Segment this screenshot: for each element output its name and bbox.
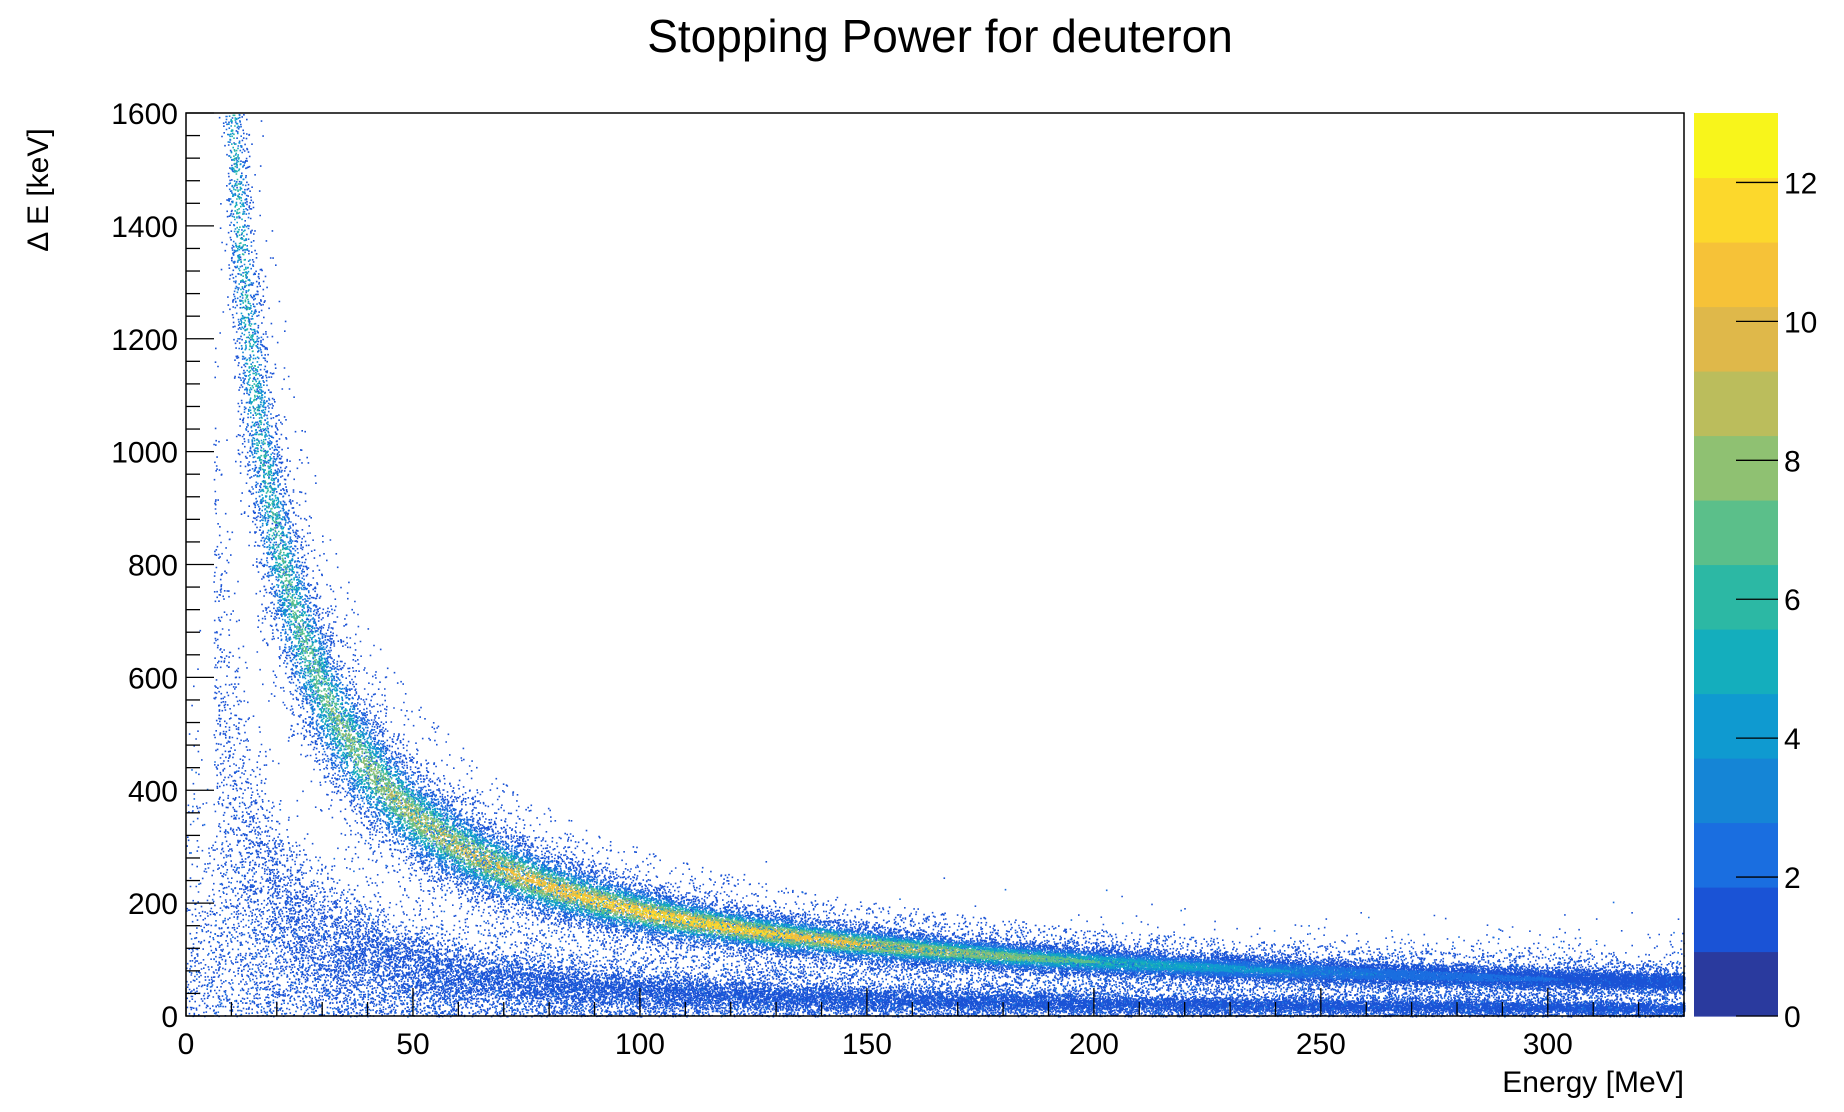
colorbar-tick-label: 4	[1784, 723, 1801, 756]
color-scale-step	[1694, 758, 1778, 824]
heatmap-cells	[230, 117, 1221, 970]
x-axis: 0 50 100 150 200 250 300	[178, 988, 1685, 1061]
y-tick-label: 1200	[111, 324, 178, 357]
color-scale-step	[1694, 887, 1778, 953]
color-scale-step	[1694, 242, 1778, 308]
y-tick-label: 400	[128, 775, 178, 808]
heatmap-cells	[187, 115, 1686, 1018]
color-scale-step	[1694, 822, 1778, 888]
colorbar-tick-label: 12	[1784, 167, 1817, 200]
color-scale-step	[1694, 564, 1778, 630]
y-tick-label: 0	[161, 1001, 178, 1034]
chart-title: Stopping Power for deuteron	[647, 10, 1233, 62]
color-scale-bar: 0 2 4 6 8 10 12	[1694, 113, 1817, 1034]
color-scale-step	[1694, 435, 1778, 501]
color-scale-step	[1694, 500, 1778, 566]
color-scale-step	[1694, 371, 1778, 437]
color-scale-step	[1694, 693, 1778, 759]
y-tick-label: 1600	[111, 98, 178, 131]
colorbar-tick-label: 0	[1784, 1001, 1801, 1034]
x-tick-label: 250	[1296, 1028, 1346, 1061]
x-tick-label: 150	[842, 1028, 892, 1061]
x-tick-label: 0	[178, 1028, 195, 1061]
x-tick-label: 300	[1523, 1028, 1573, 1061]
y-tick-label: 800	[128, 550, 178, 583]
colorbar-tick-label: 8	[1784, 445, 1801, 478]
x-tick-label: 200	[1069, 1028, 1119, 1061]
color-scale-step	[1694, 951, 1778, 1017]
colorbar-tick-label: 2	[1784, 862, 1801, 895]
y-axis: 0 200 400 600 800 1000 1200 1400 1600	[111, 98, 214, 1034]
heatmap-cells	[227, 114, 1389, 977]
x-tick-label: 100	[615, 1028, 665, 1061]
y-axis-label: Δ E [keV]	[22, 128, 55, 251]
heatmap-cells	[228, 120, 1294, 973]
x-axis-label: Energy [MeV]	[1502, 1066, 1684, 1099]
colorbar-tick-label: 6	[1784, 584, 1801, 617]
y-tick-label: 1400	[111, 211, 178, 244]
color-scale-step	[1694, 113, 1778, 179]
y-tick-label: 1000	[111, 437, 178, 470]
heatmap-points	[186, 114, 1686, 1018]
heatmap-cells	[186, 114, 1686, 1018]
x-tick-label: 50	[396, 1028, 429, 1061]
y-tick-label: 600	[128, 662, 178, 695]
color-scale-step	[1694, 629, 1778, 695]
color-scale-step	[1694, 306, 1778, 372]
color-scale-step	[1694, 177, 1778, 243]
colorbar-tick-label: 10	[1784, 306, 1817, 339]
y-tick-label: 200	[128, 888, 178, 921]
